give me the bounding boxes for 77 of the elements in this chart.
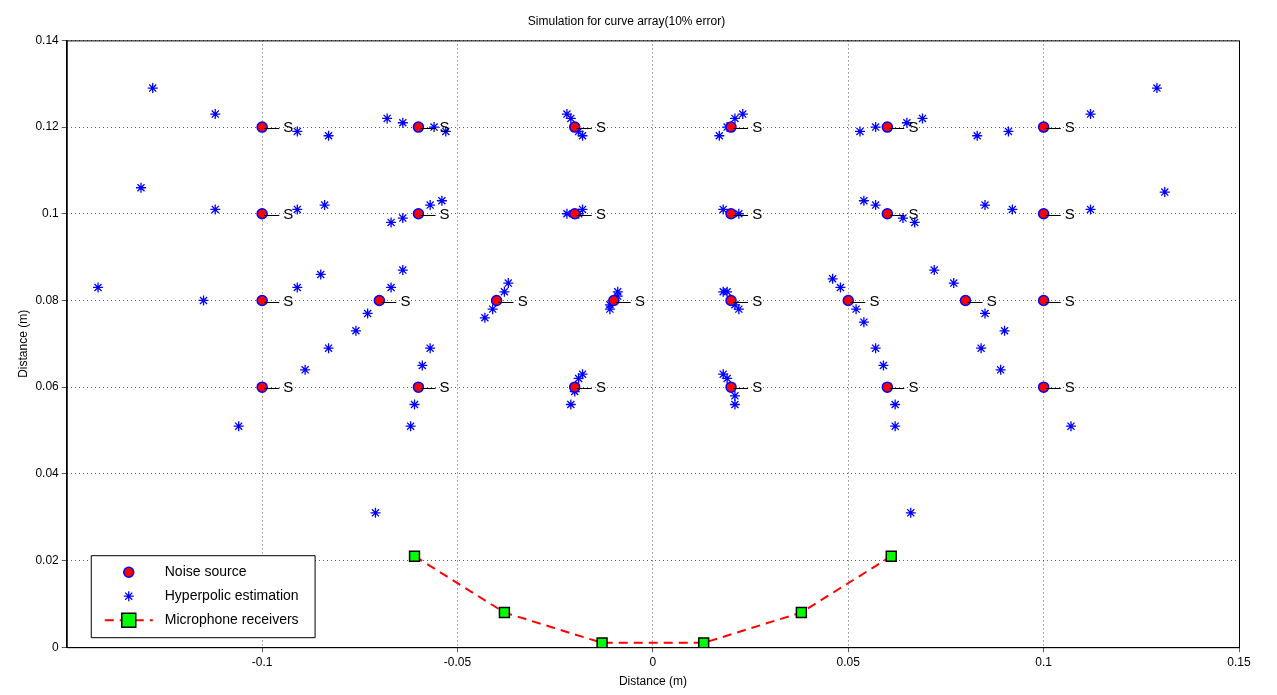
annotation: — S [264,118,294,136]
point [1037,208,1050,220]
x-tick-label: 0 [649,654,657,669]
y-axis-title: Distance (m) [15,309,30,378]
point [885,550,897,562]
annotation: — S [1045,378,1075,396]
point [881,121,894,133]
y-tick-label: 0.06 [35,379,60,394]
annotation: — S [420,204,450,222]
point [412,381,425,393]
point [795,606,808,619]
annotation: — S [498,291,528,309]
annotation: — S [615,291,645,309]
point [373,294,386,307]
annotation: — S [264,204,294,222]
x-tick-label: -0.05 [443,654,472,669]
x-tick-label: -0.1 [251,654,273,669]
legend-label: Hyperpolic estimation [164,587,299,604]
point [568,381,581,393]
y-tick-label: 0.1 [42,206,60,221]
point [256,208,268,220]
point [256,381,268,393]
point [1037,121,1050,133]
annotation: — S [1045,291,1075,309]
annotation: — S [1045,204,1075,222]
point [256,121,268,133]
legend-label: Microphone receivers [164,611,299,628]
annotation: — S [264,291,294,309]
point [881,381,894,393]
x-axis-title: Distance (m) [618,674,687,689]
annotation: — S [576,378,606,396]
annotation: — S [733,204,763,222]
y-tick-label: 0.14 [35,32,60,47]
point [725,381,737,393]
point [725,294,737,307]
annotation: — S [967,291,997,309]
legend-label: Noise source [164,563,247,580]
annotation: — S [733,378,763,396]
point [842,294,854,307]
y-tick-label: 0.02 [35,552,60,567]
annotation: — S [1045,118,1075,136]
point [408,550,421,562]
point [697,637,710,648]
annotation: — S [889,378,919,396]
point [881,208,894,220]
annotation: — S [733,118,763,136]
point [498,606,511,619]
annotation: — S [264,378,294,396]
point [568,208,581,220]
point [568,121,581,133]
annotation: — S [420,378,450,396]
annotation: — S [889,118,919,136]
annotation: — S [576,204,606,222]
point [608,294,620,307]
annotation: — S [850,291,880,309]
point [725,208,737,220]
point [412,121,425,133]
point [596,637,608,648]
point [725,121,737,133]
x-tick-label: 0.05 [836,654,861,669]
point [959,294,972,307]
annotation: — S [576,118,606,136]
y-tick-label: 0.04 [35,466,60,481]
y-tick-label: 0.12 [35,119,60,134]
y-tick-label: 0.08 [35,292,60,307]
x-tick-label: 0.15 [1227,654,1251,669]
point [1037,294,1050,307]
point [256,294,268,307]
annotation: — S [381,291,411,309]
point [412,208,425,220]
annotation: — S [733,291,763,309]
annotation: — S [889,204,919,222]
point [1037,381,1050,393]
y-tick-label: 0 [52,639,60,654]
point [490,294,503,307]
chart-title: Simulation for curve array(10% error) [527,13,726,28]
x-tick-label: 0.1 [1035,654,1053,669]
